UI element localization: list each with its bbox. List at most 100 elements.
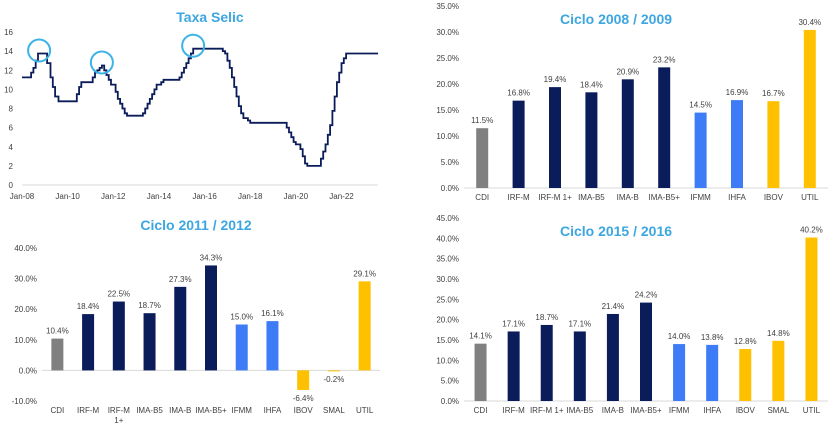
x-tick-label: Jan-08 <box>10 192 35 201</box>
c1112-svg: -10.0% 0.0% 10.0% 20.0% 30.0% 40.0% Ciclo 2011… <box>12 217 380 425</box>
bar-ibov <box>767 101 780 188</box>
category-label: IMA-B5+ <box>195 406 227 415</box>
x-tick-label: Jan-12 <box>101 192 126 201</box>
y-tick-label: 10.0% <box>14 336 37 345</box>
bar-irf-m <box>82 314 95 371</box>
category-label: CDI <box>50 406 64 415</box>
data-label: 34.3% <box>200 253 223 262</box>
y-tick-label: 10.0% <box>436 132 459 141</box>
category-label: IFMM <box>690 193 711 202</box>
data-label: 13.8% <box>701 333 724 342</box>
y-tick-label: 6 <box>9 124 14 133</box>
y-tick-label: 30.0% <box>436 28 459 37</box>
category-label: UTIL <box>803 406 821 415</box>
data-label: 18.4% <box>77 302 100 311</box>
category-label: UTIL <box>356 406 374 415</box>
y-tick-label: 0.0% <box>441 184 459 193</box>
bar-cdi <box>474 343 487 401</box>
y-tick-label: 40.0% <box>14 244 37 253</box>
y-tick-label: 2 <box>9 162 14 171</box>
data-label: 14.1% <box>469 332 492 341</box>
category-label: IBOV <box>736 406 756 415</box>
bar-ibov <box>297 370 310 390</box>
category-label: SMAL <box>323 406 345 415</box>
category-label: IMA-B <box>169 406 191 415</box>
y-tick-label: 5.0% <box>441 158 459 167</box>
y-tick-label: 45.0% <box>436 214 459 223</box>
bar-ihfa <box>706 344 719 401</box>
category-label: IMA-B5+ <box>630 406 662 415</box>
bar-ihfa <box>731 100 743 188</box>
highlight-circle <box>89 50 114 75</box>
data-label: 14.0% <box>668 332 691 341</box>
category-label: IFMM <box>232 406 253 415</box>
y-tick-label: 0 <box>9 181 14 190</box>
bar-ima-b5 <box>585 92 598 188</box>
data-label: 11.5% <box>471 116 493 125</box>
y-tick-label: 5.0% <box>441 377 459 386</box>
bar-cdi <box>476 128 489 188</box>
category-label: UTIL <box>801 193 819 202</box>
cycle-2015-2016-bar-chart-panel: 0.0% 5.0% 10.0% 15.0% 20.0% 25.0% 30.0% 35.0% 40… <box>420 208 834 433</box>
data-label: 16.1% <box>261 309 284 318</box>
y-tick-label: 20.0% <box>436 316 459 325</box>
data-label: 20.9% <box>616 67 639 76</box>
highlight-circle <box>181 33 206 58</box>
data-label: 27.3% <box>169 275 192 284</box>
data-label: 24.2% <box>635 291 658 300</box>
bar-ifmm <box>694 112 707 188</box>
x-tick-label: Jan-10 <box>55 192 80 201</box>
bar-irf-m-1- <box>112 301 125 371</box>
data-label: 16.9% <box>726 88 749 97</box>
category-label: IFMM <box>669 406 690 415</box>
y-tick-label: 0.0% <box>19 366 37 375</box>
bar-ibov <box>739 348 752 401</box>
y-tick-label: -10.0% <box>12 397 37 406</box>
category-label: IRF-M 1+ <box>530 406 564 415</box>
bar-ima-b <box>174 286 187 371</box>
chart-title: Ciclo 2011 / 2012 <box>140 217 252 233</box>
category-label: IRF-M <box>507 193 530 202</box>
category-label: IMA-B5+ <box>649 193 681 202</box>
category-label: IHFA <box>264 406 282 415</box>
data-label: -6.4% <box>293 394 314 403</box>
data-label: 18.4% <box>580 80 603 89</box>
chart-title: Taxa Selic <box>176 9 244 25</box>
y-tick-label: 30.0% <box>436 275 459 284</box>
category-label: IHFA <box>728 193 746 202</box>
bar-smal <box>327 370 340 372</box>
bar-irf-m-1- <box>540 324 553 401</box>
cycle-2008-2009-bar-chart-panel: 0.0% 5.0% 10.0% 15.0% 20.0% 25.0% 30.0% 35.0% Ci… <box>420 0 834 208</box>
category-label: IRF-M <box>503 406 526 415</box>
x-tick-label: Jan-22 <box>329 192 354 201</box>
y-tick-label: 25.0% <box>436 54 459 63</box>
data-label: 18.7% <box>138 301 161 310</box>
y-tick-label: 30.0% <box>14 275 37 284</box>
bar-ifmm <box>235 324 248 371</box>
y-tick-label: 16 <box>4 28 13 37</box>
chart-title: Ciclo 2015 / 2016 <box>560 223 672 239</box>
c1516-svg: 0.0% 5.0% 10.0% 15.0% 20.0% 25.0% 30.0% 35.0% 40… <box>436 214 828 415</box>
x-tick-label: Jan-18 <box>238 192 263 201</box>
data-label: 19.4% <box>544 75 567 84</box>
x-tick-label: Jan-20 <box>284 192 309 201</box>
data-label: 22.5% <box>107 290 130 299</box>
bar-cdi <box>51 338 64 371</box>
x-tick-label: Jan-14 <box>147 192 172 201</box>
category-label: IMA-B5 <box>566 406 593 415</box>
x-tick-label: Jan-16 <box>192 192 217 201</box>
bar-ima-b5 <box>573 331 586 401</box>
c0809-svg: 0.0% 5.0% 10.0% 15.0% 20.0% 25.0% 30.0% 35.0% Ci… <box>436 2 828 202</box>
data-label: 16.7% <box>762 89 785 98</box>
data-label: 10.4% <box>46 327 69 336</box>
bar-ima-b5- <box>640 302 652 401</box>
category-label: IMA-B <box>602 406 624 415</box>
chart-title: Ciclo 2008 / 2009 <box>560 11 672 27</box>
data-label: 18.7% <box>535 313 558 322</box>
category-label-line: 1+ <box>114 416 123 425</box>
category-label: IBOV <box>294 406 314 415</box>
y-tick-label: 40.0% <box>436 234 459 243</box>
y-tick-label: 4 <box>9 143 14 152</box>
bar-ima-b5- <box>205 265 217 371</box>
